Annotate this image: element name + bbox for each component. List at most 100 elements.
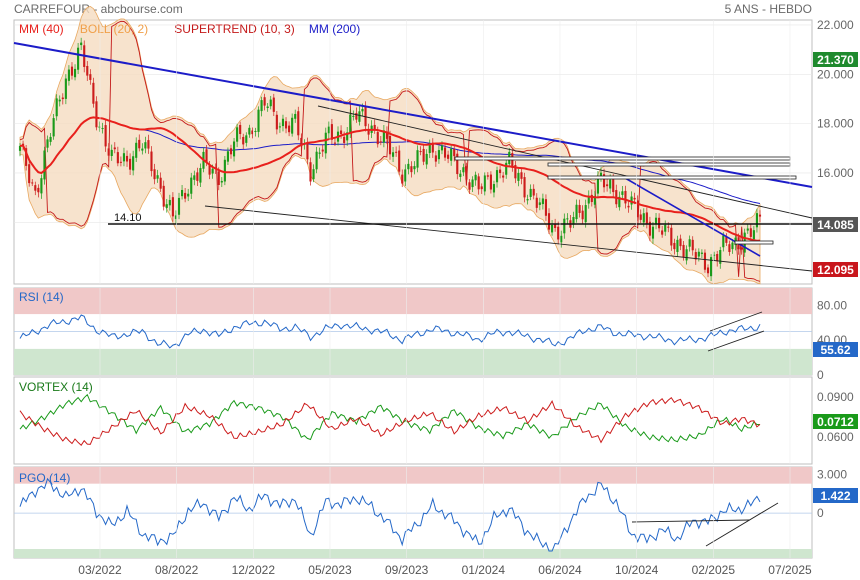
candle-body: [116, 152, 119, 164]
pgo-trendline-horizontal: [631, 519, 751, 523]
candle-body: [468, 182, 471, 190]
candle-body: [229, 148, 233, 155]
time-tick-label: 06/2024: [538, 563, 582, 577]
candle-body: [297, 111, 300, 136]
rsi-trendline-upper: [709, 311, 763, 332]
candle-body: [220, 181, 223, 183]
candle-body: [86, 65, 89, 76]
candle-body: [278, 126, 281, 128]
candle-body: [483, 175, 486, 192]
chart-period-label: 5 ANS - HEBDO: [725, 2, 812, 16]
candle-body: [667, 226, 670, 228]
candle-body: [251, 130, 254, 135]
candle-body: [263, 97, 266, 106]
candle-body: [648, 221, 651, 236]
candle-body: [596, 176, 599, 194]
candle-body: [480, 186, 483, 190]
candle-body: [346, 132, 349, 141]
candle-body: [502, 175, 505, 178]
candle-body: [401, 174, 404, 184]
badge-value: 14.085: [817, 218, 854, 232]
candle-body: [654, 217, 658, 225]
chart-symbol-title: CARREFOUR - abcbourse.com: [14, 2, 183, 16]
candle-body: [645, 212, 648, 224]
candle-body: [731, 242, 734, 250]
candle-body: [526, 199, 529, 201]
candle-body: [505, 162, 508, 175]
candle-body: [223, 159, 226, 182]
candle-body: [333, 142, 337, 144]
candle-body: [593, 196, 596, 205]
rsi-tick-label: 80.00: [817, 298, 847, 312]
candle-body: [257, 109, 260, 132]
candle-body: [658, 217, 661, 229]
candle-body: [428, 144, 431, 153]
candle-body: [122, 153, 126, 162]
candle-body: [113, 147, 116, 150]
candle-body: [281, 118, 285, 127]
candle-body: [584, 205, 587, 223]
candle-body: [31, 182, 34, 184]
candle-body: [443, 147, 447, 158]
candle-body: [697, 251, 700, 257]
pgo-low-zone: [14, 549, 812, 558]
indicator-legend: MM (40) BOLL (20, 2) SUPERTREND (10, 3) MM …: [19, 22, 360, 36]
candle-body: [318, 152, 321, 154]
candle-body: [385, 131, 389, 139]
legend-entry: BOLL (20, 2): [80, 22, 148, 36]
candle-body: [107, 148, 110, 156]
pgo-value-text: 1.422: [820, 489, 850, 503]
candle-body: [52, 118, 55, 137]
price-tick-label: 16.000: [817, 166, 854, 180]
candle-body: [382, 130, 385, 143]
candle-body: [61, 97, 64, 100]
candle-body: [716, 254, 719, 262]
candle-body: [18, 145, 22, 151]
candle-body: [486, 175, 489, 177]
candle-body: [551, 224, 554, 233]
candle-body: [618, 196, 621, 208]
candle-body: [706, 267, 710, 274]
candle-body: [196, 172, 199, 181]
time-axis: 03/2022 08/2022 12/2022 05/2023 09/2023 01/20…: [78, 20, 812, 577]
candle-body: [395, 151, 398, 153]
badge-background: [813, 262, 858, 277]
resistance-zone-2: [547, 162, 791, 167]
candle-body: [150, 151, 153, 172]
candle-body: [447, 154, 450, 159]
candle-body: [752, 230, 755, 240]
candle-body: [379, 141, 382, 143]
candle-body: [58, 99, 61, 102]
vortex-panel-frame: [13, 376, 813, 465]
candle-body: [532, 188, 535, 196]
candle-body: [367, 129, 370, 135]
candle-body: [275, 114, 278, 130]
badge-value: 21.370: [817, 53, 854, 67]
candle-body: [352, 115, 355, 117]
candle-body: [755, 213, 759, 228]
candle-body: [673, 242, 676, 250]
candle-body: [713, 254, 716, 256]
candle-body: [630, 196, 633, 205]
candle-body: [642, 213, 645, 223]
candle-body: [171, 197, 174, 217]
candle-body: [67, 69, 70, 81]
pgo-tick-label: 0: [817, 506, 824, 520]
candle-body: [511, 153, 514, 168]
candle-body: [49, 136, 52, 142]
candle-body: [40, 178, 43, 194]
price-badge-low: 12.095: [813, 262, 858, 277]
candle-body: [104, 125, 107, 147]
candle-body: [55, 98, 58, 117]
candle-body: [434, 155, 437, 162]
candle-body: [315, 151, 318, 170]
candle-body: [437, 150, 440, 160]
channel-lower-line: [204, 205, 813, 272]
candle-body: [101, 128, 104, 130]
candle-body: [376, 132, 379, 145]
candle-body: [266, 106, 269, 108]
candle-body: [538, 202, 541, 205]
candle-body: [165, 204, 168, 208]
rsi-value-badge: [813, 342, 858, 357]
